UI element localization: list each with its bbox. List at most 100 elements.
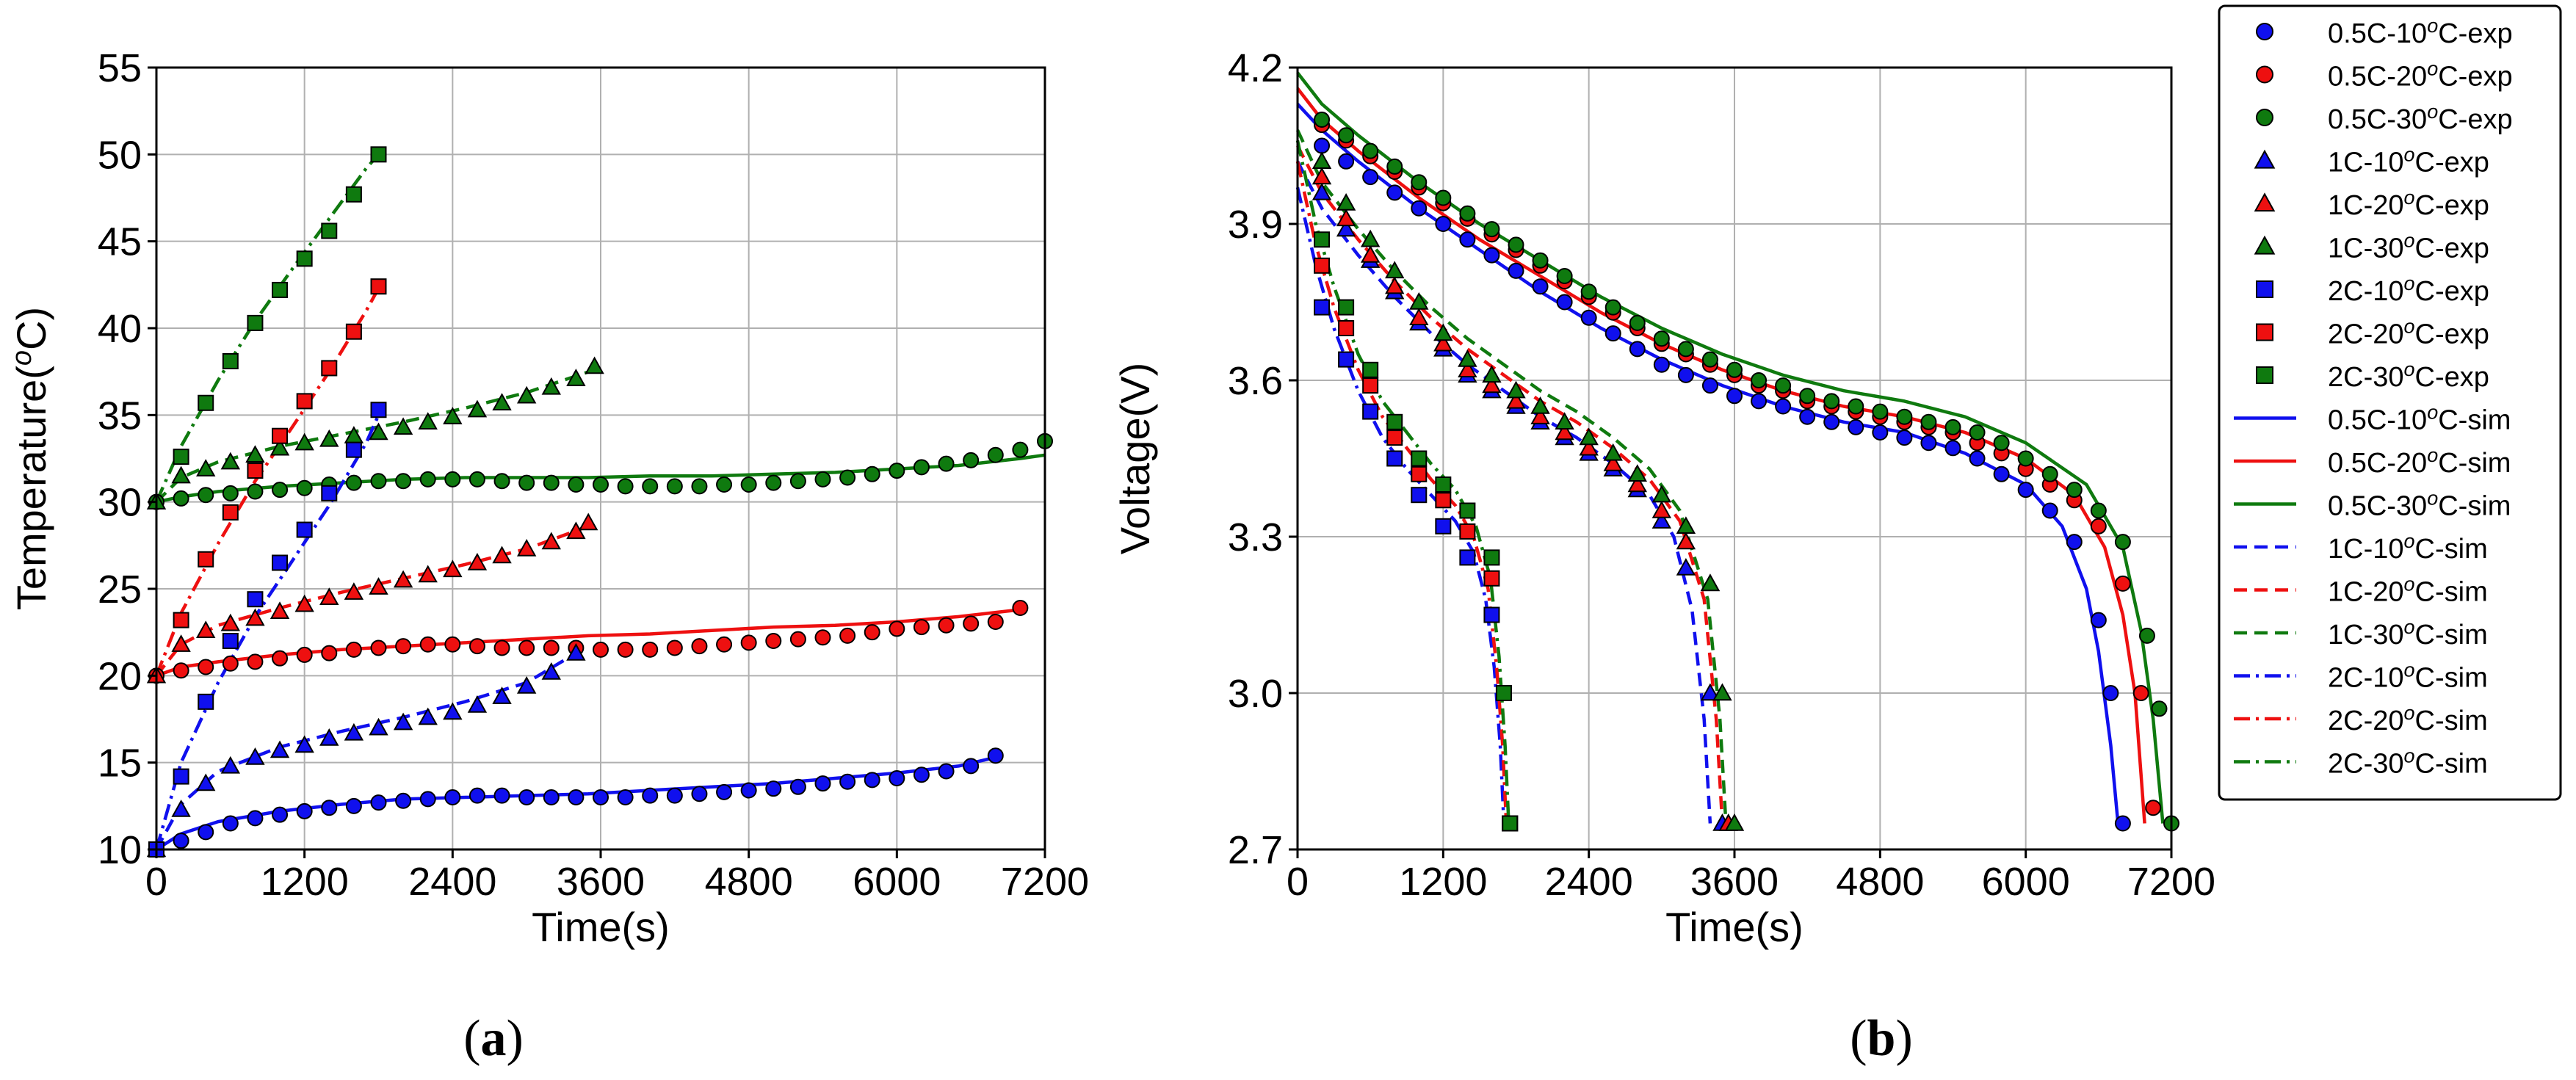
data-point <box>296 479 313 496</box>
data-point <box>345 441 362 458</box>
data-point <box>1362 169 1379 186</box>
series-1C-20oC-exp <box>146 512 598 684</box>
x-tick-label: 7200 <box>1001 860 1089 904</box>
data-point <box>418 707 438 725</box>
data-point <box>1532 252 1549 269</box>
data-point <box>541 532 561 550</box>
data-point <box>370 278 387 295</box>
data-point <box>1629 314 1646 331</box>
data-point <box>1603 454 1623 471</box>
data-point <box>2090 502 2107 519</box>
data-point <box>2145 800 2162 816</box>
data-point <box>543 639 560 656</box>
data-point <box>247 591 264 608</box>
data-point <box>296 646 313 663</box>
data-point <box>1676 532 1696 550</box>
data-point <box>1556 268 1573 284</box>
series-line-1C-30oC-sim <box>1295 129 1728 824</box>
data-point <box>1458 360 1477 377</box>
data-point <box>1385 276 1405 294</box>
data-point <box>395 638 412 655</box>
data-point <box>1651 500 1672 518</box>
data-point <box>1483 221 1500 238</box>
data-point <box>1969 424 1986 441</box>
data-point <box>913 766 930 783</box>
data-point <box>1459 523 1476 540</box>
data-point <box>938 763 955 780</box>
data-point <box>889 620 905 637</box>
data-point <box>568 789 585 805</box>
data-point <box>345 641 362 658</box>
data-point <box>321 222 338 239</box>
legend-entry: 2C-10oC-exp <box>2256 272 2489 307</box>
data-point <box>1653 356 1670 373</box>
data-point <box>1336 209 1356 227</box>
legend-label: 0.5C-30oC-exp <box>2328 101 2513 135</box>
legend-label: 0.5C-30oC-sim <box>2328 488 2511 522</box>
data-point <box>296 393 313 410</box>
data-point <box>443 702 463 720</box>
data-point <box>443 407 463 424</box>
data-point <box>1336 193 1356 211</box>
data-point <box>1409 308 1429 325</box>
data-point <box>272 427 289 444</box>
data-point <box>492 546 512 564</box>
y-tick-label: 20 <box>98 654 142 698</box>
data-point <box>585 356 604 374</box>
y-tick-label: 3.3 <box>1228 515 1283 559</box>
x-tick-label: 3600 <box>1690 860 1779 904</box>
legend-marker <box>2256 65 2273 84</box>
legend-entry: 0.5C-10oC-sim <box>2234 402 2511 436</box>
legend-marker <box>2256 323 2273 341</box>
legend-label: 1C-20oC-exp <box>2328 186 2489 221</box>
legend-entry: 0.5C-10oC-exp <box>2256 15 2513 49</box>
legend-entry: 0.5C-30oC-sim <box>2234 488 2511 522</box>
data-point <box>198 693 214 710</box>
legend-entry: 2C-30oC-sim <box>2234 745 2488 780</box>
y-tick-label: 2.7 <box>1228 828 1283 872</box>
y-tick-label: 15 <box>98 742 142 786</box>
x-tick-label: 1200 <box>1399 860 1487 904</box>
series-line-1C-10oC-sim <box>155 651 577 851</box>
data-point <box>1775 377 1792 394</box>
data-point <box>345 186 362 203</box>
data-point <box>468 638 485 655</box>
data-point <box>1726 361 1743 378</box>
data-point <box>1012 600 1029 617</box>
data-point <box>1314 137 1331 154</box>
series-2C-20oC-exp <box>173 278 387 628</box>
data-point <box>1775 398 1792 415</box>
data-point <box>171 634 191 652</box>
data-point <box>393 570 413 588</box>
y-axis-label: Voltage(V) <box>1112 363 1158 555</box>
data-point <box>1411 200 1428 217</box>
data-point <box>740 476 757 493</box>
data-point <box>1848 418 1864 435</box>
data-point <box>419 471 436 488</box>
data-point <box>716 476 733 493</box>
data-point <box>1482 375 1502 394</box>
x-tick-label: 1200 <box>261 860 349 904</box>
data-point <box>1338 320 1355 336</box>
series-2C-10oC-exp <box>148 402 387 858</box>
data-point <box>1580 309 1597 326</box>
data-point <box>444 789 461 805</box>
legend-label: 2C-10oC-sim <box>2328 659 2488 694</box>
legend-label: 1C-30oC-exp <box>2328 230 2489 264</box>
series-1C-10oC-exp <box>146 643 586 858</box>
data-point <box>2132 685 2149 701</box>
data-point <box>222 504 239 521</box>
legend-entry: 1C-10oC-exp <box>2254 144 2489 178</box>
data-point <box>321 485 338 501</box>
data-point <box>1530 407 1550 424</box>
data-point <box>765 780 782 797</box>
data-point <box>913 459 930 476</box>
data-point <box>1629 341 1646 358</box>
data-point <box>198 824 214 841</box>
data-point <box>938 455 955 472</box>
data-point <box>1362 403 1379 420</box>
data-point <box>1338 299 1355 316</box>
panel-label: (a) <box>463 1010 524 1067</box>
data-point <box>1459 502 1476 519</box>
data-point <box>1386 158 1403 175</box>
